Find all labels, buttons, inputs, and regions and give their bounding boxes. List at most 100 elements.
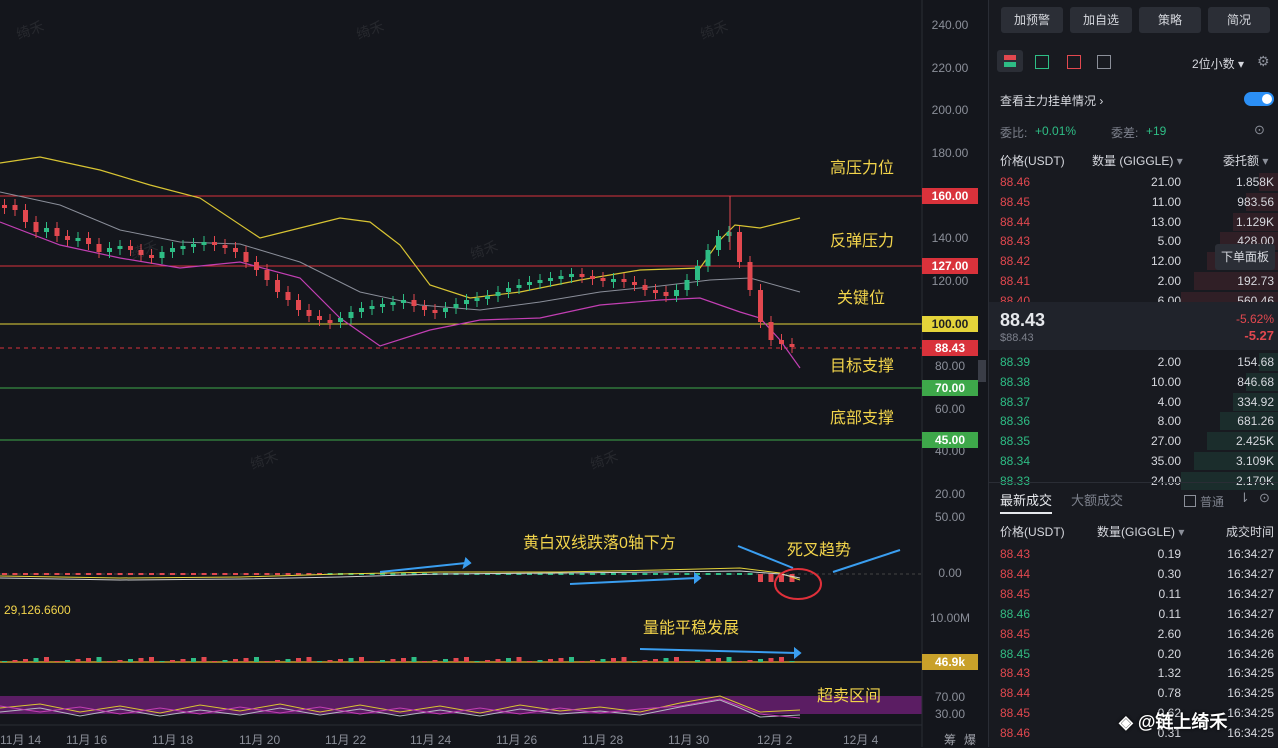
volume-bar	[2, 661, 7, 662]
trade-time: 16:34:27	[1227, 606, 1274, 621]
order-panel-tooltip[interactable]: 下单面板	[1215, 244, 1275, 270]
order-price: 88.37	[1000, 394, 1031, 409]
trade-price: 88.44	[1000, 686, 1031, 701]
order-row[interactable]: 88.41 2.00 192.73	[989, 271, 1278, 291]
order-price: 88.33	[1000, 473, 1031, 488]
order-price: 88.36	[1000, 414, 1031, 429]
macd-bar	[380, 573, 385, 575]
change-abs: -5.27	[1244, 328, 1274, 343]
order-row[interactable]: 88.36 8.00 681.26	[989, 411, 1278, 431]
normal-checkbox[interactable]	[1184, 495, 1196, 507]
macd-bar	[768, 574, 774, 582]
rsi-axis-label: 30.00	[934, 707, 966, 721]
order-row[interactable]: 88.39 2.00 154.68	[989, 352, 1278, 372]
trade-qty: 0.11	[1158, 606, 1181, 621]
candle-body	[138, 250, 144, 255]
overview-button[interactable]: 简况	[1208, 7, 1270, 33]
view-both-icon[interactable]	[997, 50, 1023, 72]
volume-bar	[390, 659, 396, 662]
tab-latest-trades[interactable]: 最新成交	[1000, 490, 1053, 514]
price-axis-label: 180.00	[931, 146, 969, 160]
macd-bar	[201, 573, 207, 575]
macd-bar	[306, 573, 312, 575]
annotation-target-support: 目标支撑	[830, 358, 895, 375]
order-total: 2.425K	[1235, 434, 1274, 449]
trade-qty: 1.32	[1157, 666, 1181, 681]
order-total: 2.170K	[1235, 473, 1274, 488]
main-order-toggle[interactable]	[1244, 92, 1274, 106]
candle-body	[23, 210, 28, 222]
macd-bar	[716, 573, 721, 575]
volume-bar	[768, 658, 774, 662]
order-panel: 加预警 加自选 策略 简况 2位小数 ▾ ⚙ 查看主力挂单情况 › 委比: +0…	[988, 0, 1278, 747]
order-qty: 2.00	[1157, 355, 1181, 369]
macd-bar	[600, 573, 606, 575]
liquidation-icon[interactable]: 爆	[964, 733, 977, 747]
price-chart[interactable]: 240.00 220.00 200.00 180.00 140.00 120.0…	[0, 0, 988, 747]
diamond-logo-icon: ◈	[1119, 712, 1133, 732]
tab-large-trades[interactable]: 大额成交	[1071, 493, 1124, 508]
price-axis-label: 140.00	[931, 231, 969, 245]
view-trades-icon[interactable]	[1097, 55, 1111, 69]
candle-body	[537, 280, 543, 283]
col-qty-header[interactable]: 数量 (GIGGLE) ▾	[1092, 154, 1183, 168]
candle-body	[317, 316, 322, 320]
macd-bar	[642, 573, 648, 575]
order-row[interactable]: 88.33 24.00 2.170K	[989, 471, 1278, 491]
macd-value: 29,126.6600	[4, 603, 71, 617]
x-axis-label: 12月 2	[757, 733, 793, 747]
settings-icon[interactable]: ⚙	[1257, 53, 1270, 69]
candle-body	[789, 344, 795, 347]
order-row[interactable]: 88.34 35.00 3.109K	[989, 451, 1278, 471]
order-row[interactable]: 88.46 21.00 1.858K	[989, 172, 1278, 192]
view-bids-icon[interactable]	[1035, 55, 1049, 69]
annotation-volume-note: 量能平稳发展	[643, 620, 740, 637]
rsi-line-3	[0, 698, 801, 719]
volume-bar	[128, 659, 133, 662]
candle-body	[264, 270, 270, 280]
trade-qty: 2.60	[1157, 626, 1181, 641]
order-row[interactable]: 88.44 13.00 1.129K	[989, 212, 1278, 232]
volume-bar	[642, 660, 648, 662]
x-axis-label: 11月 16	[66, 733, 108, 747]
price-axis-label: 240.00	[931, 18, 969, 32]
candle-body	[75, 238, 81, 241]
order-row[interactable]: 88.35 27.00 2.425K	[989, 431, 1278, 451]
strategy-button[interactable]: 策略	[1139, 7, 1201, 33]
chevron-right-icon: ›	[1099, 94, 1104, 108]
view-asks-icon[interactable]	[1067, 55, 1081, 69]
macd-bar	[264, 573, 270, 575]
macd-bar	[779, 574, 784, 582]
add-alert-button[interactable]: 加预警	[1001, 7, 1063, 33]
volume-bar	[296, 658, 301, 662]
x-axis-label: 11月 24	[410, 733, 452, 747]
main-order-link[interactable]: 查看主力挂单情况 ›	[1000, 94, 1104, 108]
filter-icon[interactable]: ⇂	[1239, 490, 1250, 505]
precision-select[interactable]: 2位小数 ▾	[1192, 57, 1245, 71]
info-icon[interactable]: ⊙	[1254, 122, 1265, 137]
col-total-header[interactable]: 委托额 ▾	[1223, 154, 1269, 168]
chips-icon[interactable]: 筹	[944, 733, 957, 747]
volume-bar	[516, 657, 522, 662]
bollinger-lower	[0, 221, 801, 369]
order-price: 88.39	[1000, 355, 1031, 369]
volume-bar	[65, 660, 70, 662]
volume-bar	[201, 657, 207, 662]
candle-body	[621, 279, 627, 282]
add-watchlist-button[interactable]: 加自选	[1070, 7, 1132, 33]
volume-bar	[653, 659, 658, 662]
volume-bar	[369, 661, 375, 662]
annotation-rebound-pressure: 反弹压力	[830, 233, 895, 250]
order-row[interactable]: 88.37 4.00 334.92	[989, 392, 1278, 412]
order-qty: 12.00	[1150, 254, 1181, 269]
macd-bar	[726, 573, 732, 575]
settings-icon[interactable]: ⊙	[1259, 490, 1270, 505]
price-axis-label: 220.00	[931, 61, 969, 75]
trade-time: 16:34:27	[1227, 547, 1274, 561]
trade-col-qty[interactable]: 数量(GIGGLE) ▾	[1097, 525, 1185, 539]
order-row[interactable]: 88.38 10.00 846.68	[989, 372, 1278, 392]
x-axis-label: 11月 26	[496, 733, 538, 747]
chart-canvas[interactable]	[0, 0, 988, 747]
order-row[interactable]: 88.45 11.00 983.56	[989, 192, 1278, 212]
candle-body	[779, 340, 784, 344]
